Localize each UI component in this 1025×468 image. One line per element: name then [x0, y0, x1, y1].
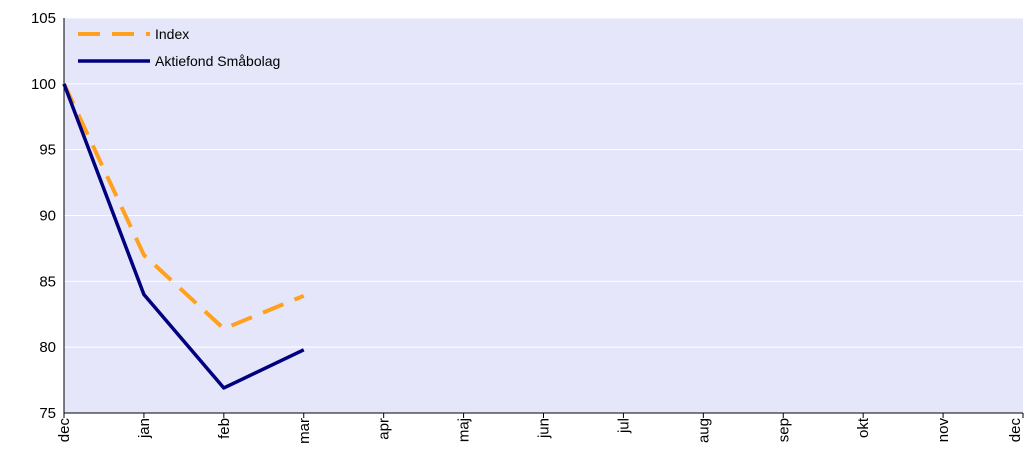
- x-tick-label: mar: [296, 418, 313, 444]
- gridlines: [64, 17, 1023, 348]
- x-tick-label: jan: [136, 418, 153, 439]
- legend: Index Aktiefond Småbolag: [78, 26, 280, 69]
- y-tick-label: 95: [39, 142, 56, 159]
- x-tick-label: apr: [376, 418, 393, 440]
- x-tick-label: jul: [615, 418, 632, 434]
- y-tick-label: 100: [31, 76, 56, 93]
- y-tick-label: 90: [39, 208, 56, 225]
- y-tick-label: 80: [39, 339, 56, 356]
- series-lines: [62, 82, 305, 390]
- x-tick-label: maj: [456, 418, 473, 442]
- legend-label: Index: [155, 26, 189, 42]
- y-tick-label: 105: [31, 10, 56, 27]
- series-line-index: [62, 82, 305, 331]
- y-tick-label: 85: [39, 273, 56, 290]
- x-tick-label: feb: [216, 418, 233, 439]
- x-tick-label: dec: [56, 418, 73, 443]
- x-axis: dec jan feb mar apr maj jun jul aug sep okt nov dec: [56, 412, 1024, 444]
- x-tick-label: nov: [935, 418, 952, 443]
- x-tick-label: okt: [855, 417, 872, 438]
- x-tick-label: sep: [775, 418, 792, 442]
- y-axis: 75 80 85 90 95 100 105: [31, 10, 65, 422]
- legend-label: Aktiefond Småbolag: [155, 53, 280, 69]
- y-tick-label: 75: [39, 405, 56, 422]
- x-tick-label: dec: [1007, 418, 1024, 443]
- series-line-aktiefond-smabolag: [62, 83, 305, 390]
- x-tick-label: jun: [536, 418, 553, 439]
- x-tick-label: aug: [695, 418, 712, 443]
